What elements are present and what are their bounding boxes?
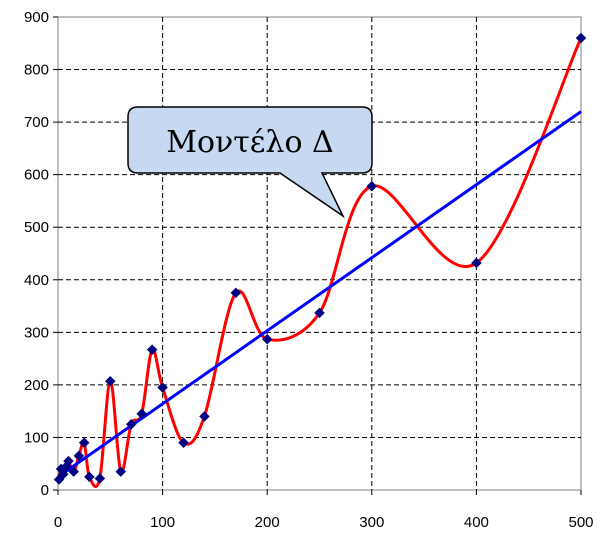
y-axis-ticks: 0 100 200 300 400 500 600 700 800 900 [24, 9, 58, 499]
data-point [157, 382, 168, 393]
x-tick-label: 500 [568, 514, 593, 531]
y-tick-label: 800 [24, 62, 49, 79]
x-tick-label: 200 [255, 514, 280, 531]
y-tick-label: 0 [41, 482, 49, 499]
data-point [366, 180, 378, 192]
y-tick-label: 400 [24, 272, 49, 289]
x-tick-label: 100 [150, 514, 175, 531]
data-point [575, 32, 587, 44]
data-point [84, 471, 95, 483]
y-tick-label: 100 [24, 429, 49, 446]
callout-bubble [127, 106, 373, 219]
data-point [199, 411, 210, 422]
data-point [57, 468, 69, 480]
callout-label: Μοντέλο Δ [166, 125, 333, 160]
data-point [178, 437, 189, 449]
data-point [471, 257, 482, 269]
data-point [125, 418, 137, 430]
data-point [94, 473, 106, 484]
y-tick-label: 600 [24, 167, 49, 184]
callout: Μοντέλο Δ [127, 106, 373, 219]
y-tick-label: 300 [24, 324, 49, 341]
data-point [115, 466, 127, 477]
x-tick-label: 300 [359, 514, 384, 531]
data-point [73, 450, 85, 462]
data-points [53, 32, 587, 485]
data-point [314, 307, 325, 319]
trend-line-segment [57, 110, 582, 479]
x-tick-label: 0 [54, 514, 62, 531]
trend-line [57, 110, 582, 479]
data-point [78, 437, 90, 449]
y-tick-label: 500 [24, 219, 49, 236]
data-point [136, 408, 148, 420]
plot-area [57, 16, 582, 491]
data-point [261, 333, 273, 345]
x-tick-label: 400 [464, 514, 489, 531]
grid [58, 17, 581, 490]
x-axis-ticks: 0 100 200 300 400 500 [54, 490, 594, 531]
y-tick-label: 200 [24, 377, 49, 394]
y-tick-label: 900 [24, 9, 49, 26]
data-point [230, 287, 242, 299]
data-point [68, 466, 80, 477]
data-point [63, 455, 74, 467]
y-tick-label: 700 [24, 114, 49, 131]
data-point [146, 344, 158, 356]
data-point [104, 375, 116, 387]
